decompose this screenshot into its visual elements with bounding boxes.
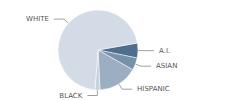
svg-text:BLACK: BLACK	[59, 92, 82, 100]
svg-text:ASIAN: ASIAN	[156, 62, 177, 70]
svg-text:A.I.: A.I.	[159, 47, 170, 55]
svg-text:WHITE: WHITE	[26, 15, 49, 23]
svg-text:HISPANIC: HISPANIC	[137, 85, 170, 93]
